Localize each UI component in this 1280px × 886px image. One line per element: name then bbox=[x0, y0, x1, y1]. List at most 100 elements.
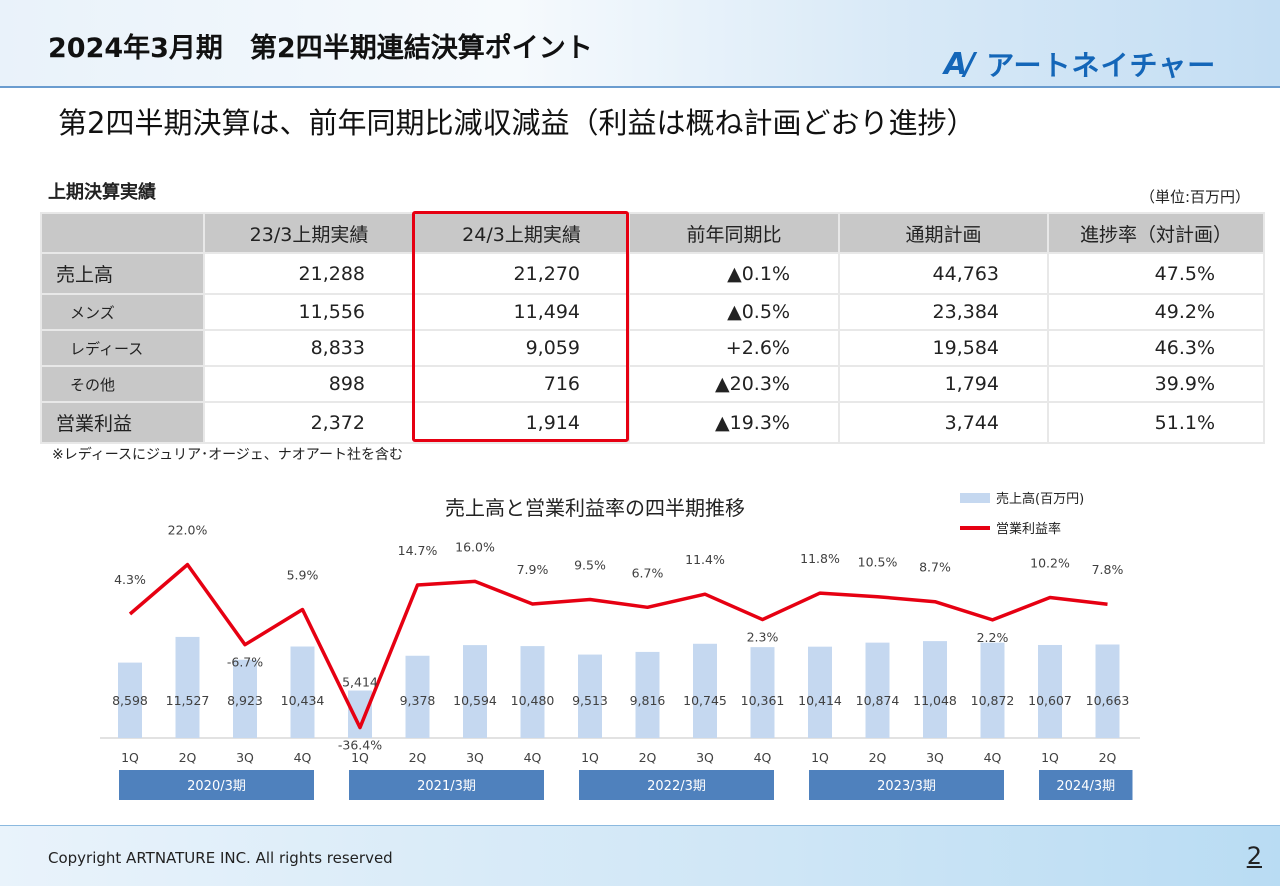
row-label: メンズ bbox=[40, 293, 205, 331]
table-note: ※レディースにジュリア･オージェ、ナオアート社を含む bbox=[52, 447, 403, 463]
margin-value-label: 10.5% bbox=[858, 555, 898, 570]
cell: 1,794 bbox=[838, 365, 1049, 403]
header-cell: 24/3上期実績 bbox=[413, 212, 630, 254]
legend-item-margin: 営業利益率 bbox=[960, 518, 1061, 537]
x-tick-label: 2Q bbox=[639, 750, 657, 765]
bar bbox=[693, 643, 717, 738]
cell: 44,763 bbox=[838, 252, 1049, 295]
bar-value-label: 9,513 bbox=[572, 693, 608, 708]
cell: 23,384 bbox=[838, 293, 1049, 331]
table-title: 上期決算実績 bbox=[48, 182, 156, 203]
cell: ▲0.5% bbox=[628, 293, 840, 331]
highlight-box bbox=[412, 211, 629, 442]
cell: 49.2% bbox=[1047, 293, 1265, 331]
bar-value-label: 10,434 bbox=[281, 693, 325, 708]
x-tick-label: 1Q bbox=[121, 750, 139, 765]
margin-value-label: 6.7% bbox=[632, 565, 664, 580]
period-band bbox=[1039, 770, 1133, 800]
x-tick-label: 2Q bbox=[869, 750, 887, 765]
margin-value-label: 8.7% bbox=[919, 560, 951, 575]
period-band bbox=[809, 770, 1004, 800]
chart-title: 売上高と営業利益率の四半期推移 bbox=[445, 496, 745, 520]
bar-value-label: 10,872 bbox=[971, 693, 1015, 708]
table-row: 営業利益 2,372 1,914 ▲19.3% 3,744 51.1% bbox=[40, 401, 1265, 444]
bar-value-label: 8,923 bbox=[227, 693, 263, 708]
x-tick-label: 2Q bbox=[179, 750, 197, 765]
cell: 39.9% bbox=[1047, 365, 1265, 403]
bar-value-label: 10,480 bbox=[511, 693, 555, 708]
table-row: 売上高 21,288 21,270 ▲0.1% 44,763 47.5% bbox=[40, 252, 1265, 295]
cell: 716 bbox=[413, 365, 630, 403]
bar bbox=[290, 646, 315, 738]
margin-value-label: 7.9% bbox=[517, 562, 549, 577]
bar-value-label: 9,816 bbox=[630, 693, 666, 708]
bar bbox=[233, 659, 257, 738]
header-cell bbox=[40, 212, 205, 254]
cell: ▲19.3% bbox=[628, 401, 840, 444]
margin-value-label: 11.8% bbox=[800, 551, 840, 566]
logo-text: アートネイチャー bbox=[986, 49, 1217, 82]
bar bbox=[118, 662, 142, 738]
header-cell: 通期計画 bbox=[838, 212, 1049, 254]
bar-value-label: 10,414 bbox=[798, 693, 842, 708]
margin-line bbox=[128, 562, 1108, 730]
x-tick-label: 1Q bbox=[351, 750, 369, 765]
x-tick-label: 1Q bbox=[581, 750, 599, 765]
x-tick-label: 1Q bbox=[1041, 750, 1059, 765]
cell: 47.5% bbox=[1047, 252, 1265, 295]
cell: ▲0.1% bbox=[628, 252, 840, 295]
cell: 2,372 bbox=[203, 401, 415, 444]
row-label: レディース bbox=[40, 329, 205, 367]
margin-value-label: 16.0% bbox=[455, 539, 495, 554]
margin-value-label: 10.2% bbox=[1030, 556, 1070, 571]
legend-swatch bbox=[960, 525, 990, 530]
cell: 9,059 bbox=[413, 329, 630, 367]
x-tick-label: 3Q bbox=[696, 750, 714, 765]
bar-value-label: 10,594 bbox=[453, 693, 497, 708]
cell: 11,494 bbox=[413, 293, 630, 331]
period-label: 2024/3期 bbox=[1056, 779, 1115, 794]
table-row: メンズ 11,556 11,494 ▲0.5% 23,384 49.2% bbox=[40, 293, 1265, 331]
table-row: レディース 8,833 9,059 +2.6% 19,584 46.3% bbox=[40, 329, 1265, 367]
x-tick-label: 4Q bbox=[754, 750, 772, 765]
bar bbox=[750, 647, 775, 738]
copyright: Copyright ARTNATURE INC. All rights rese… bbox=[48, 849, 393, 867]
margin-value-label: 4.3% bbox=[114, 572, 146, 587]
results-table: 23/3上期実績 24/3上期実績 前年同期比 通期計画 進捗率（対計画） 売上… bbox=[40, 212, 1265, 444]
cell: +2.6% bbox=[628, 329, 840, 367]
cell: 3,744 bbox=[838, 401, 1049, 444]
bar bbox=[520, 646, 545, 738]
bar bbox=[635, 651, 660, 738]
cell: 21,288 bbox=[203, 252, 415, 295]
bar bbox=[463, 645, 487, 738]
header-band: 2024年3月期 第2四半期連結決算ポイント A/ アートネイチャー bbox=[0, 0, 1280, 88]
company-logo: A/ アートネイチャー bbox=[944, 44, 1216, 84]
bar-value-label: 10,874 bbox=[856, 693, 900, 708]
bar bbox=[980, 642, 1005, 738]
table-header-row: 23/3上期実績 24/3上期実績 前年同期比 通期計画 進捗率（対計画） bbox=[40, 212, 1265, 254]
margin-value-label: 7.8% bbox=[1092, 562, 1124, 577]
page-number: 2 bbox=[1246, 842, 1262, 870]
page-title: 2024年3月期 第2四半期連結決算ポイント bbox=[48, 33, 593, 64]
bar bbox=[175, 636, 200, 738]
cell: 51.1% bbox=[1047, 401, 1265, 444]
footer-band bbox=[0, 825, 1280, 886]
bar bbox=[405, 655, 430, 738]
header-cell: 前年同期比 bbox=[628, 212, 840, 254]
margin-value-label: 2.2% bbox=[977, 630, 1009, 645]
period-band bbox=[119, 770, 314, 800]
legend-swatch bbox=[960, 492, 990, 503]
bar bbox=[808, 646, 832, 738]
period-label: 2020/3期 bbox=[187, 779, 246, 794]
x-tick-label: 4Q bbox=[294, 750, 312, 765]
bar-value-label: 10,607 bbox=[1028, 693, 1072, 708]
bar-value-label: 9,378 bbox=[400, 693, 436, 708]
period-label: 2022/3期 bbox=[647, 779, 706, 794]
period-label: 2021/3期 bbox=[417, 779, 476, 794]
margin-value-label: 5.9% bbox=[287, 568, 319, 583]
cell: 46.3% bbox=[1047, 329, 1265, 367]
bar bbox=[1038, 644, 1062, 738]
row-label: 営業利益 bbox=[40, 401, 205, 444]
cell: 1,914 bbox=[413, 401, 630, 444]
bar bbox=[1095, 644, 1120, 738]
